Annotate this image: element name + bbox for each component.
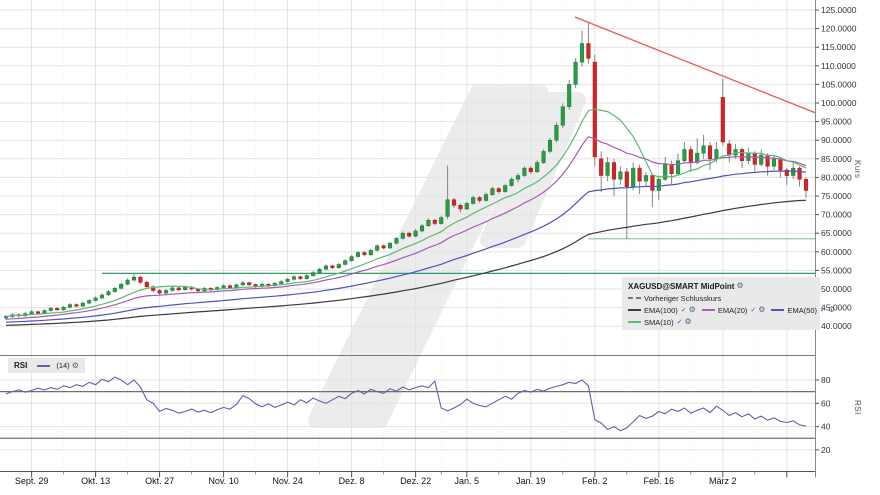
price-axis-label: 80.0000 [821, 172, 852, 182]
legend-item-ema100: EMA(100) ✓ ⚙ [628, 306, 696, 315]
sma10-line [5, 108, 807, 318]
rsi-axis-label: 80 [821, 375, 831, 385]
price-axis-label: 75.0000 [821, 191, 852, 201]
enabled-check-icon[interactable]: ✓ [750, 307, 757, 314]
price-axis-label: 40.0000 [821, 321, 852, 331]
symbol-title: XAGUSD@SMART MidPoint [628, 281, 735, 291]
date-axis-label: Feb. 2 [582, 476, 608, 486]
rsi-axis-label: 20 [821, 445, 831, 455]
price-axis-label: 115.0000 [821, 42, 856, 52]
rsi-legend: RSI (14) ⚙ [8, 358, 85, 373]
enabled-check-icon[interactable]: ✓ [680, 307, 687, 314]
price-axis-label: 125.0000 [821, 5, 857, 15]
date-axis-label: Okt. 27 [145, 476, 174, 486]
date-axis-label: Sept. 29 [15, 476, 49, 486]
settings-icon[interactable]: ⚙ [736, 281, 744, 290]
chart-legend: XAGUSD@SMART MidPoint ⚙ Vorheriger Schlu… [622, 277, 835, 330]
support-lines [102, 238, 815, 274]
indicator-settings-icon[interactable]: ⚙ [758, 305, 766, 314]
price-axis-label: 60.0000 [821, 247, 852, 257]
price-axis-label: 50.0000 [821, 284, 852, 294]
line-sample [771, 309, 785, 311]
line-sample [701, 309, 715, 311]
prev-close-label: Vorheriger Schlusskurs [644, 293, 722, 303]
rsi-line [5, 376, 807, 432]
rsi-axis-label: 40 [821, 422, 831, 432]
rsi-param-label: (14) [56, 361, 70, 370]
legend-item-sma10: SMA(10) ✓ ⚙ [628, 318, 692, 327]
price-axis-label: 55.0000 [821, 265, 852, 275]
ma-legend-row: EMA(100) ✓ ⚙ EMA(20) ✓ ⚙ EMA(50) ✓ ⚙ [628, 304, 835, 316]
price-axis-label: 65.0000 [821, 228, 852, 238]
price-axis-label: 85.0000 [821, 154, 852, 164]
rsi-settings-icon[interactable]: ⚙ [71, 360, 79, 370]
ema20-line [5, 136, 807, 320]
grid-layer [0, 0, 815, 472]
line-sample [628, 321, 641, 323]
price-axis-label: 70.0000 [821, 210, 852, 220]
date-axis-label: Jan. 19 [516, 476, 546, 486]
ema50-line [5, 170, 807, 323]
legend-item-ema20: EMA(20) ✓ ⚙ [701, 305, 766, 315]
price-axis-label: 105.0000 [821, 79, 857, 89]
ema100-line [5, 199, 807, 326]
legend-item-label: EMA(100) [644, 305, 678, 315]
price-axis-label: 95.0000 [821, 117, 852, 127]
price-axis-label: 90.0000 [821, 135, 852, 145]
prev-close-line-sample [628, 297, 641, 299]
date-axis-label: Feb. 16 [644, 476, 675, 486]
date-axis-label: Dez. 22 [400, 476, 431, 486]
price-axis-label: 100.0000 [821, 98, 857, 108]
legend-item-label: EMA(50) [787, 305, 818, 315]
date-axis-label: Nov. 10 [208, 476, 238, 486]
legend-item-label: EMA(20) [717, 305, 748, 315]
date-axis-label: Dez. 8 [339, 476, 365, 486]
date-axis-label: März 2 [709, 476, 737, 486]
ma-legend-row: SMA(10) ✓ ⚙ [628, 316, 814, 328]
indicator-settings-icon[interactable]: ⚙ [688, 305, 696, 314]
indicator-lines [5, 108, 807, 326]
price-axis-label: 45.0000 [821, 303, 852, 313]
price-axis-title: Kurs [853, 160, 862, 179]
indicator-settings-icon[interactable]: ⚙ [827, 305, 836, 314]
rsi-axis-label: 60 [821, 398, 831, 408]
price-axis-label: 110.0000 [821, 61, 856, 71]
rsi-title: RSI [14, 361, 28, 370]
trendline [574, 16, 816, 114]
watermark-logo [308, 84, 586, 428]
axis-labels: 125.0000 120.0000 115.0000 110.0000 105.0000… [15, 5, 857, 486]
rsi-layer [0, 376, 815, 439]
enabled-check-icon[interactable]: ✓ [676, 319, 683, 326]
date-axis-label: Nov. 24 [272, 476, 302, 486]
enabled-check-icon[interactable]: ✓ [820, 307, 826, 314]
indicator-settings-icon[interactable]: ⚙ [684, 317, 692, 326]
rsi-line-sample [37, 364, 51, 367]
legend-item-ema50: EMA(50) ✓ ⚙ [771, 306, 835, 315]
date-axis-label: Jan. 5 [455, 476, 480, 486]
date-axis-label: Okt. 13 [81, 476, 110, 486]
line-sample [628, 309, 641, 311]
rsi-axis-title: RSI [853, 400, 862, 415]
legend-item-label: SMA(10) [644, 317, 674, 327]
price-axis-label: 120.0000 [821, 24, 857, 34]
